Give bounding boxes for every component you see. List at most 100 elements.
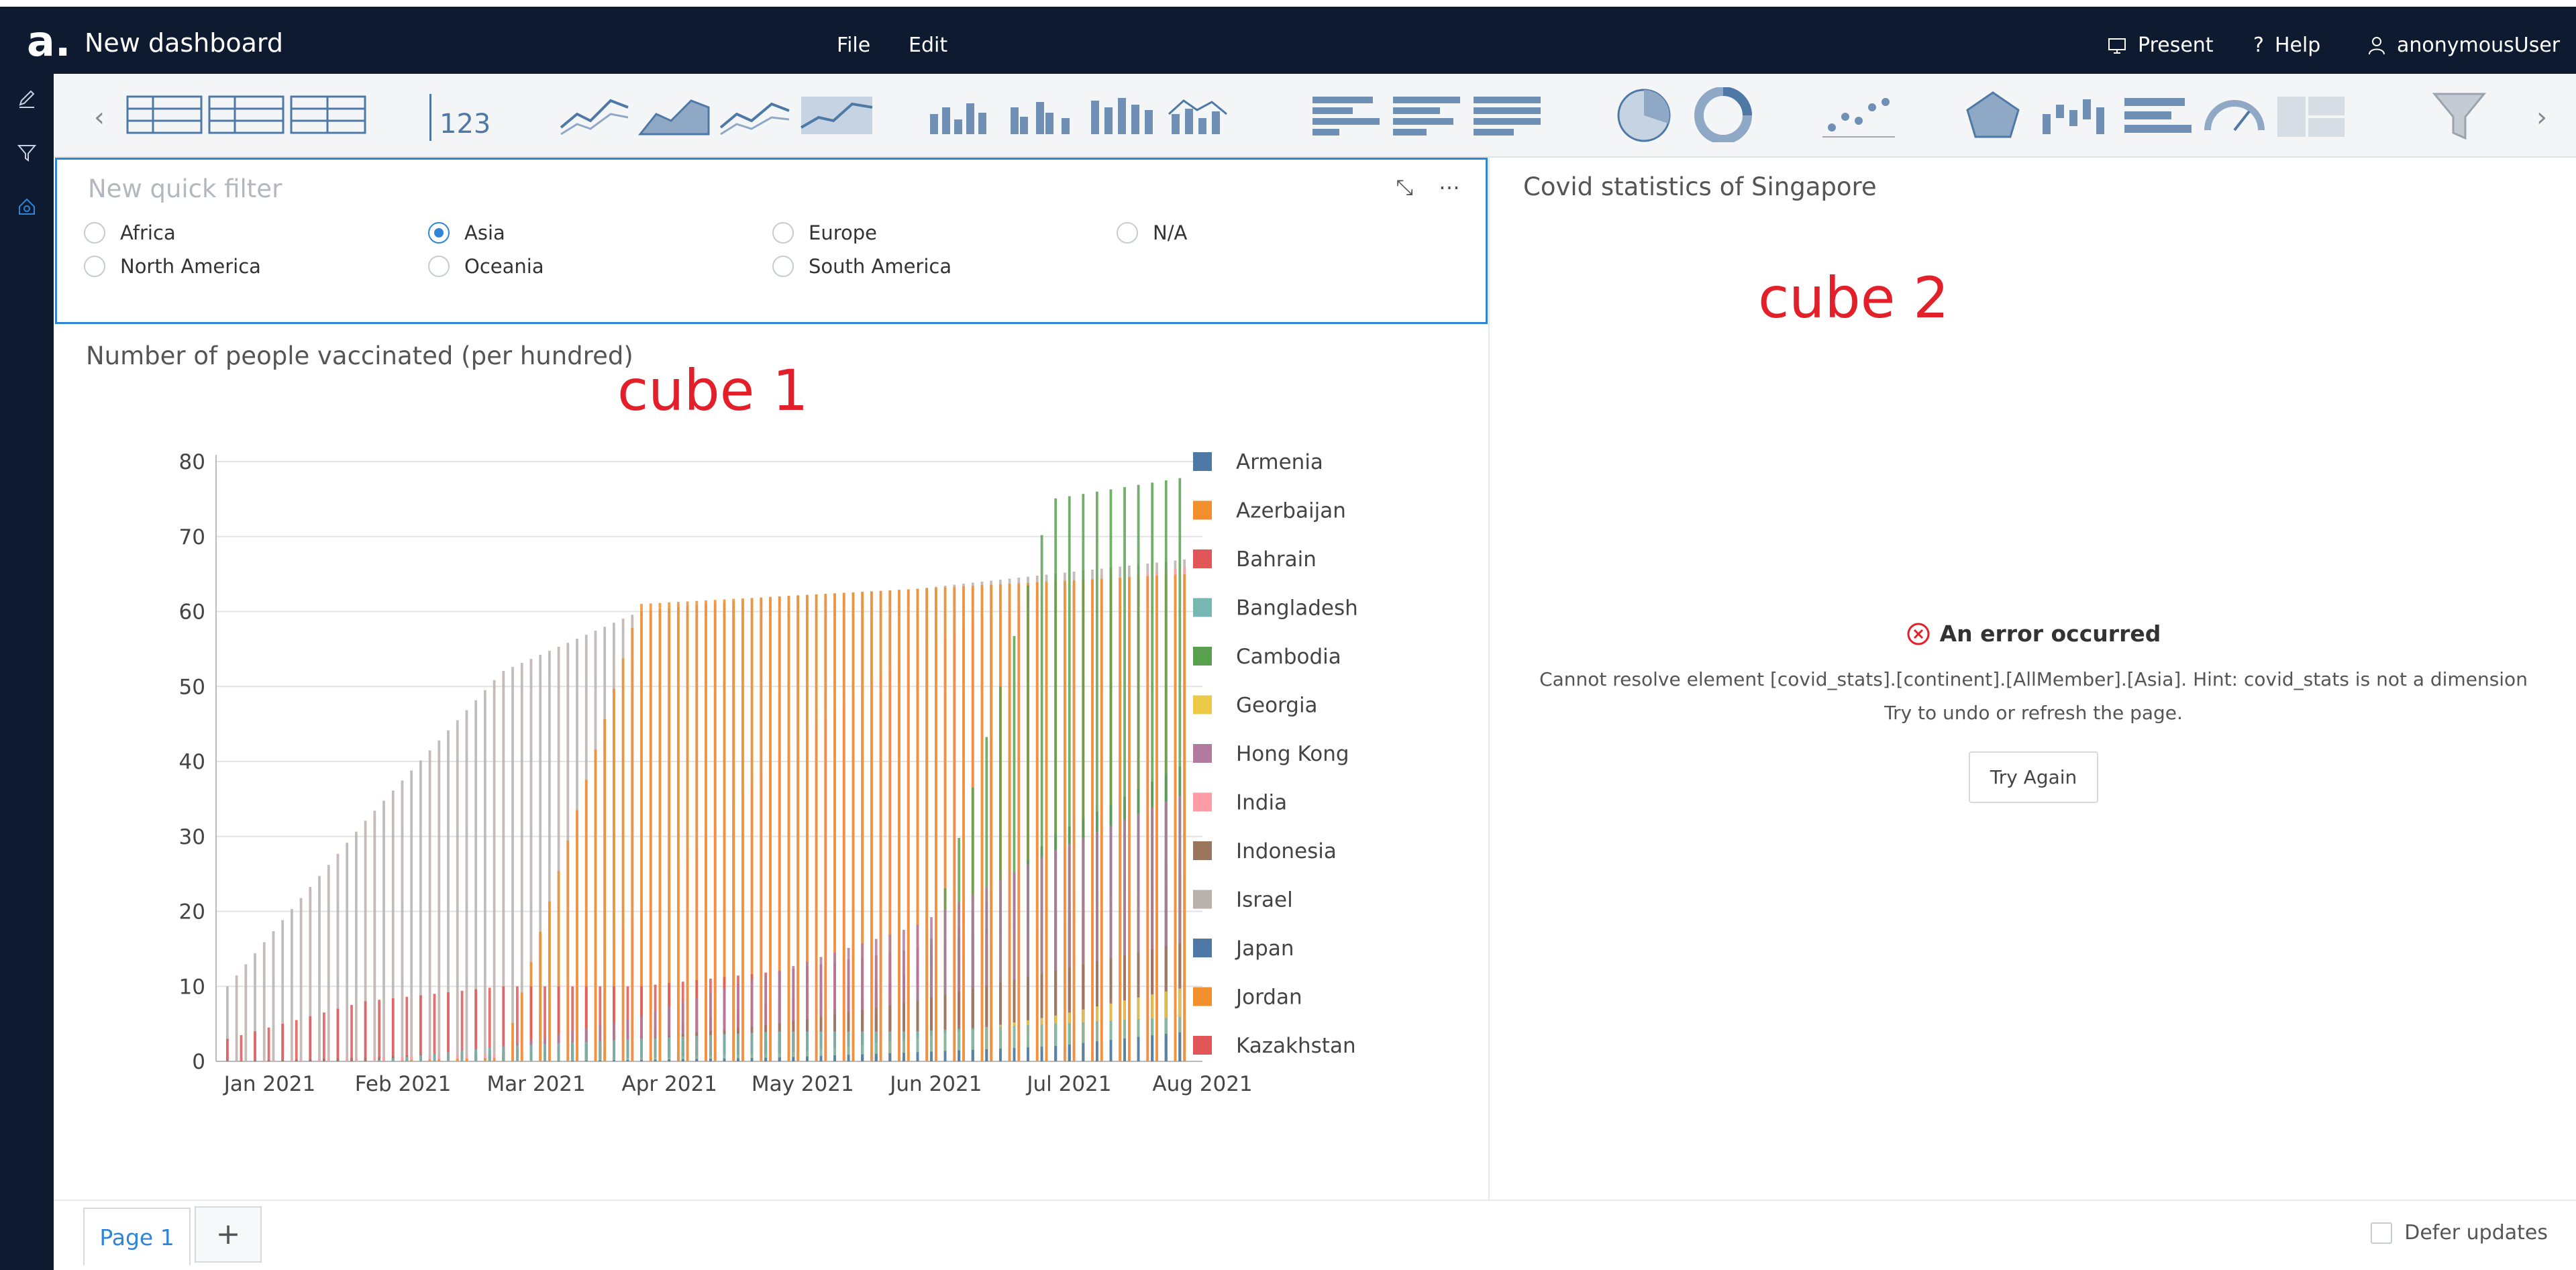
- bar[interactable]: [240, 1035, 243, 1061]
- bar[interactable]: [640, 604, 643, 1061]
- bar[interactable]: [1137, 484, 1140, 1061]
- bar[interactable]: [520, 992, 523, 1061]
- legend-label[interactable]: Bangladesh: [1236, 596, 1358, 621]
- bar[interactable]: [539, 655, 542, 1061]
- bar[interactable]: [1128, 577, 1131, 1061]
- bar[interactable]: [681, 1059, 684, 1061]
- radio-option-oceania[interactable]: Oceania: [428, 255, 544, 278]
- bar[interactable]: [695, 998, 699, 1061]
- bar[interactable]: [916, 1000, 919, 1061]
- bar[interactable]: [484, 690, 486, 1061]
- bar[interactable]: [613, 1040, 615, 1061]
- bar[interactable]: [640, 1059, 643, 1061]
- bar[interactable]: [544, 1044, 546, 1061]
- bar[interactable]: [874, 1053, 878, 1061]
- bar[interactable]: [916, 588, 919, 1061]
- bar[interactable]: [447, 1052, 450, 1061]
- legend-label[interactable]: Indonesia: [1236, 839, 1337, 863]
- line-chart-icons-group[interactable]: [557, 87, 892, 142]
- legend-label[interactable]: India: [1236, 791, 1287, 815]
- bar[interactable]: [778, 596, 781, 1061]
- bar[interactable]: [502, 671, 505, 1061]
- radio-button[interactable]: [772, 222, 794, 244]
- bar[interactable]: [373, 810, 376, 1061]
- bar[interactable]: [511, 667, 514, 1061]
- bar[interactable]: [1035, 582, 1039, 1061]
- bar[interactable]: [529, 986, 533, 1061]
- bar[interactable]: [971, 894, 974, 1061]
- bar[interactable]: [391, 1058, 395, 1061]
- radio-button[interactable]: [84, 256, 105, 277]
- radio-option-north-america[interactable]: North America: [84, 255, 261, 278]
- bar[interactable]: [309, 1059, 312, 1061]
- bar[interactable]: [621, 658, 625, 1061]
- bar[interactable]: [888, 590, 892, 1061]
- bar[interactable]: [557, 986, 560, 1061]
- bar[interactable]: [544, 986, 546, 1061]
- bar[interactable]: [1164, 480, 1168, 1061]
- bar[interactable]: [999, 982, 1002, 1061]
- bar[interactable]: [291, 908, 293, 1061]
- bar[interactable]: [723, 599, 726, 1061]
- covid-statistics-widget[interactable]: Covid statistics of Singapore cube 2 An …: [1488, 158, 2576, 1200]
- radio-button[interactable]: [84, 222, 105, 244]
- bar[interactable]: [999, 686, 1002, 1061]
- bar[interactable]: [410, 770, 413, 1061]
- bar[interactable]: [796, 595, 800, 1061]
- table-icons-group[interactable]: [126, 87, 368, 142]
- bar[interactable]: [410, 1056, 413, 1061]
- chevron-left-icon[interactable]: ‹: [94, 102, 105, 133]
- bar[interactable]: [888, 1053, 892, 1061]
- bar[interactable]: [1045, 582, 1048, 1061]
- bar[interactable]: [723, 1058, 726, 1061]
- bar[interactable]: [815, 594, 818, 1061]
- bar[interactable]: [1164, 1034, 1168, 1061]
- scatter-chart-icon[interactable]: [1818, 87, 1899, 142]
- quick-filter-widget[interactable]: New quick filter ⤡ ⋯ Africa Asia Europe …: [55, 158, 1488, 324]
- app-logo[interactable]: a.: [27, 17, 71, 66]
- bar[interactable]: [819, 1055, 823, 1061]
- bar[interactable]: [520, 663, 523, 1061]
- bar[interactable]: [903, 1053, 905, 1061]
- bar[interactable]: [1178, 795, 1182, 1061]
- bar[interactable]: [925, 588, 929, 1061]
- legend-label[interactable]: Georgia: [1236, 694, 1318, 718]
- bar[interactable]: [401, 1060, 404, 1061]
- bar[interactable]: [419, 995, 422, 1061]
- bar[interactable]: [879, 590, 882, 1061]
- bar[interactable]: [999, 879, 1002, 1061]
- bar[interactable]: [594, 749, 597, 1061]
- filter-funnel-icon[interactable]: [2429, 87, 2489, 142]
- bar[interactable]: [336, 1008, 340, 1061]
- bar[interactable]: [254, 953, 256, 1061]
- series-armenia[interactable]: [544, 1032, 1182, 1061]
- bar[interactable]: [405, 996, 409, 1061]
- pie-chart-icons-group[interactable]: [1610, 87, 1771, 142]
- bar[interactable]: [999, 1048, 1002, 1061]
- filter-icon[interactable]: [16, 142, 38, 164]
- bar[interactable]: [1027, 1025, 1029, 1061]
- bar[interactable]: [299, 898, 303, 1061]
- legend-label[interactable]: Japan: [1235, 937, 1294, 961]
- bar[interactable]: [474, 989, 478, 1061]
- bar[interactable]: [658, 602, 662, 1061]
- radio-option-asia[interactable]: Asia: [428, 221, 505, 244]
- bar[interactable]: [806, 1056, 809, 1061]
- bar[interactable]: [713, 600, 717, 1061]
- bar[interactable]: [1040, 1047, 1043, 1061]
- bar[interactable]: [428, 1055, 431, 1061]
- bar[interactable]: [539, 931, 542, 1061]
- radio-option-na[interactable]: N/A: [1117, 221, 1187, 244]
- bar[interactable]: [493, 1057, 496, 1061]
- bar[interactable]: [870, 591, 873, 1061]
- bar[interactable]: [962, 586, 965, 1061]
- bar[interactable]: [516, 986, 519, 1061]
- bar[interactable]: [1027, 585, 1029, 1061]
- bar[interactable]: [355, 831, 358, 1061]
- legend-label[interactable]: Hong Kong: [1236, 742, 1349, 766]
- defer-updates-checkbox[interactable]: [2371, 1222, 2393, 1244]
- bar[interactable]: [613, 688, 615, 1061]
- user-menu[interactable]: anonymousUser: [2367, 34, 2560, 57]
- bar[interactable]: [327, 865, 330, 1061]
- bar[interactable]: [695, 1035, 699, 1061]
